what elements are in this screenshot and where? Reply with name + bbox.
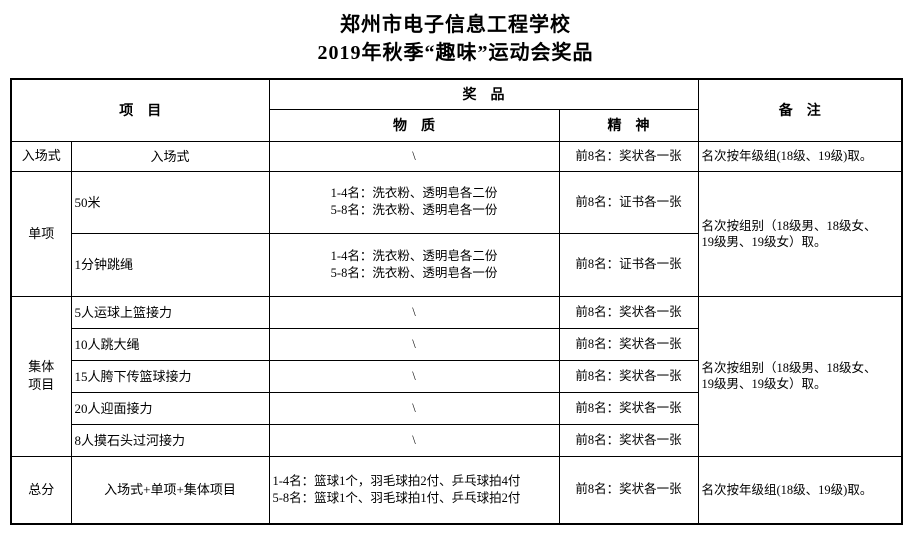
spirit-cell: 前8名：奖状各一张	[558, 295, 699, 329]
table-row-basket-relay: 集体 项目 5人运球上篮接力 \ 前8名：奖状各一张 名次按组别（18级男、18…	[10, 295, 903, 457]
item-cell: 入场式+单项+集体项目	[70, 455, 270, 525]
spirit-cell: 前8名：奖状各一张	[558, 140, 699, 172]
material-text: 1-4名：洗衣粉、透明皂各二份 5-8名：洗衣粉、透明皂各一份	[330, 248, 498, 280]
item-cell: 入场式	[70, 140, 270, 172]
item-cell: 50米	[70, 170, 270, 234]
spirit-cell: 前8名：奖状各一张	[558, 423, 699, 457]
table-row-big-rope: 10人跳大绳 \ 前8名：奖状各一张	[11, 327, 902, 361]
header-project: 项 目	[10, 78, 270, 142]
material-cell: 1-4名：篮球1个，羽毛球拍2付、乒乓球拍4付 5-8名：篮球1个、羽毛球拍1付…	[268, 455, 560, 525]
material-text: \	[412, 304, 416, 319]
header-spirit: 精 神	[558, 108, 699, 142]
item-cell: 15人胯下传篮球接力	[70, 359, 270, 393]
table-row-total: 总分 入场式+单项+集体项目 1-4名：篮球1个，羽毛球拍2付、乒乓球拍4付 5…	[10, 455, 903, 525]
spirit-cell: 前8名：奖状各一张	[558, 359, 699, 393]
item-cell: 1分钟跳绳	[70, 232, 270, 297]
item-cell: 8人摸石头过河接力	[70, 423, 270, 457]
spirit-cell: 前8名：奖状各一张	[558, 327, 699, 361]
remark-cell: 名次按组别（18级男、18级女、 19级男、19级女）取。	[697, 295, 903, 457]
item-cell: 5人运球上篮接力	[70, 295, 270, 329]
header-award: 奖 品	[268, 78, 699, 110]
header-row-1: 项 目 奖 品 备 注	[10, 78, 903, 142]
spirit-cell: 前8名：证书各一张	[558, 232, 699, 297]
material-text: \	[412, 148, 416, 163]
table-row-rope: 1分钟跳绳 1-4名：洗衣粉、透明皂各二份 5-8名：洗衣粉、透明皂各一份 前8…	[11, 232, 902, 297]
material-text: 1-4名：洗衣粉、透明皂各二份 5-8名：洗衣粉、透明皂各一份	[330, 186, 498, 217]
material-text: \	[412, 336, 416, 351]
material-cell: \	[268, 295, 560, 329]
group-cell-team: 集体 项目	[10, 295, 72, 457]
spirit-cell: 前8名：证书各一张	[558, 170, 699, 234]
group-cell-single: 单项	[10, 170, 72, 297]
page-subtitle: 2019年秋季“趣味”运动会奖品	[317, 42, 594, 64]
material-text: \	[412, 368, 416, 383]
material-cell: \	[268, 140, 560, 172]
page-title: 郑州市电子信息工程学校	[340, 14, 571, 36]
material-cell: 1-4名：洗衣粉、透明皂各二份 5-8名：洗衣粉、透明皂各一份	[268, 170, 560, 234]
table-row-entrance: 入场式 入场式 \ 前8名：奖状各一张 名次按年级组(18级、19级)取。	[10, 140, 903, 172]
remark-cell: 名次按年级组(18级、19级)取。	[697, 455, 903, 525]
header-material: 物 质	[268, 108, 560, 142]
material-text: \	[412, 432, 416, 447]
spirit-cell: 前8名：奖状各一张	[558, 391, 699, 425]
item-cell: 20人迎面接力	[70, 391, 270, 425]
material-text: 1-4名：篮球1个，羽毛球拍2付、乒乓球拍4付 5-8名：篮球1个、羽毛球拍1付…	[272, 473, 521, 505]
header-remark: 备 注	[697, 78, 903, 142]
material-cell: \	[268, 327, 560, 361]
spirit-cell: 前8名：奖状各一张	[558, 455, 699, 525]
document-header: 郑州市电子信息工程学校 2019年秋季“趣味”运动会奖品	[0, 0, 911, 67]
header-row-2: 物 质 精 神	[11, 108, 902, 142]
awards-table: 项 目 奖 品 备 注 物 质 精 神 入场式 入场式 \ 前8名：奖状各一张 …	[10, 78, 903, 525]
remark-cell: 名次按年级组(18级、19级)取。	[697, 140, 903, 172]
table-row-50m: 单项 50米 1-4名：洗衣粉、透明皂各二份 5-8名：洗衣粉、透明皂各一份 前…	[10, 170, 903, 297]
group-cell-entrance: 入场式	[10, 140, 72, 172]
material-cell: \	[268, 359, 560, 393]
table-row-face-relay: 20人迎面接力 \ 前8名：奖状各一张	[11, 391, 902, 425]
table-row-under-leg-pass: 15人胯下传篮球接力 \ 前8名：奖状各一张	[11, 359, 902, 393]
material-text: \	[412, 400, 416, 415]
material-cell: \	[268, 391, 560, 425]
material-cell: \	[268, 423, 560, 457]
item-cell: 10人跳大绳	[70, 327, 270, 361]
group-cell-total: 总分	[10, 455, 72, 525]
remark-cell: 名次按组别（18级男、18级女、 19级男、19级女）取。	[697, 170, 903, 297]
material-cell: 1-4名：洗衣粉、透明皂各二份 5-8名：洗衣粉、透明皂各一份	[268, 232, 560, 297]
